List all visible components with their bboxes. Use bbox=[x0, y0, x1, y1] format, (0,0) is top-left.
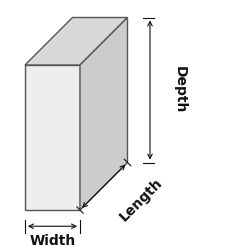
Text: Length: Length bbox=[117, 176, 166, 224]
Text: Depth: Depth bbox=[173, 66, 187, 114]
Polygon shape bbox=[80, 18, 128, 210]
Text: Width: Width bbox=[30, 234, 76, 248]
Polygon shape bbox=[25, 65, 80, 210]
Polygon shape bbox=[25, 18, 128, 65]
